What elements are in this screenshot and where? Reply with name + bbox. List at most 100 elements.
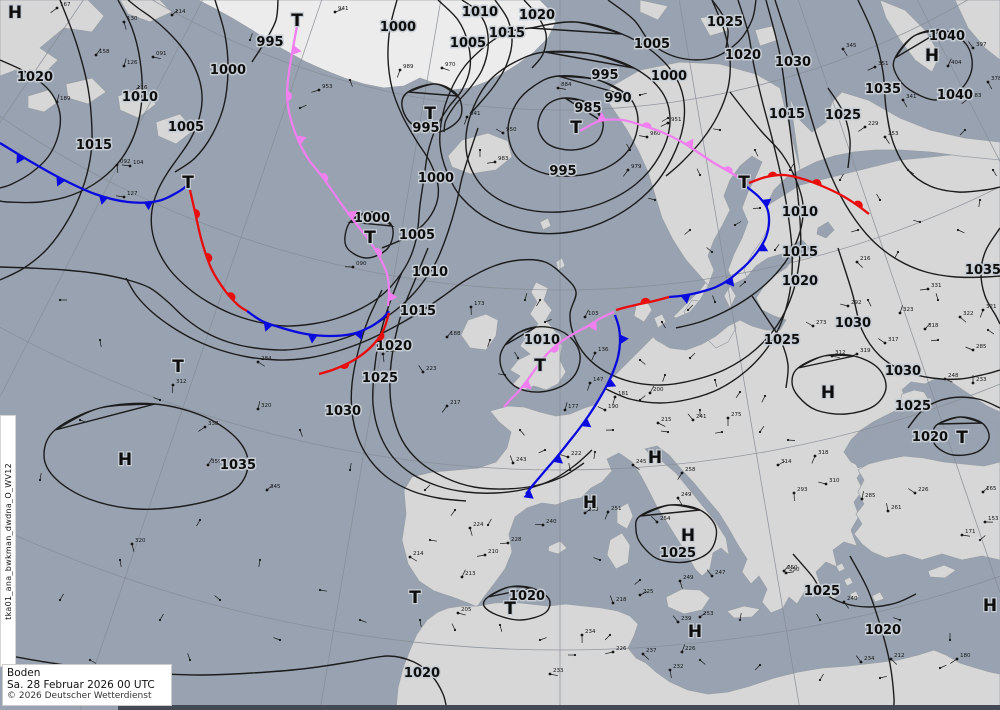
isobar-line (892, 28, 973, 101)
wind-barb (446, 330, 453, 338)
station-value: 243 (516, 457, 527, 463)
wind-barb (661, 321, 666, 329)
wind-barb (89, 659, 97, 664)
station-value: 404 (951, 60, 962, 66)
chart-type-label: Boden (7, 666, 41, 679)
wind-barb (207, 457, 213, 466)
wind-barb (842, 48, 848, 56)
chart-id-label: tka01_ana_bwkman_dwdna_O_WV12 (0, 415, 16, 667)
occluded-front-line (579, 118, 748, 184)
wind-barb (651, 516, 658, 523)
isobar-line (907, 396, 1000, 429)
station-value: 273 (816, 320, 827, 326)
low-centre-letter: T (291, 11, 303, 31)
wind-barb (957, 229, 965, 234)
wind-barb (657, 422, 666, 427)
wind-barb (424, 484, 431, 491)
isobar-label: 1000 (210, 63, 246, 78)
cold-front (523, 314, 629, 499)
wind-barb (632, 464, 640, 470)
cold-front-triangle (263, 321, 274, 332)
wind-barb (754, 664, 761, 671)
wind-barb (487, 518, 492, 526)
wind-barb (634, 579, 641, 585)
isobar-line (857, 0, 1000, 193)
pressure-centres: H H H H H H H H H T T T T T T T T T T T (7, 2, 999, 644)
isobar-label: 1010 (122, 90, 158, 105)
cold-front (0, 142, 189, 211)
station-value: 383 (971, 93, 982, 99)
wind-barb (593, 557, 601, 561)
land-canada-isle-5 (119, 0, 173, 23)
chart-datetime-label: Sa. 28 Februar 2026 00 UTC (7, 679, 155, 692)
wind-barb (461, 569, 466, 578)
station-value: 234 (864, 656, 875, 662)
station-value: 103 (588, 311, 599, 317)
cold-front-triangle (98, 194, 109, 205)
cold-front-triangle (291, 45, 302, 55)
wind-barb (597, 406, 606, 411)
high-centre-letter: H (821, 383, 835, 403)
wind-barb (684, 229, 691, 235)
wind-barb (839, 173, 844, 181)
station-value: 251 (611, 506, 622, 512)
wind-barb (299, 429, 303, 437)
wind-barb (457, 612, 466, 616)
station-value: 210 (488, 549, 499, 555)
wind-barb (689, 352, 696, 359)
high-centre-letter: H (118, 450, 132, 470)
station-value: 951 (671, 117, 682, 123)
station-value: 104 (133, 160, 144, 166)
wind-barb (968, 41, 974, 49)
cold-front-line (668, 186, 771, 299)
station-value: 217 (450, 400, 461, 406)
isobar-line (482, 585, 551, 621)
isobar-label: 1025 (764, 333, 800, 348)
wind-barb (196, 519, 201, 527)
isobar-line (0, 0, 143, 204)
wind-barb (713, 128, 721, 131)
station-value: 323 (903, 307, 914, 313)
wind-barb (299, 104, 307, 109)
low-centre-letter: T (172, 357, 184, 377)
wind-barb (831, 355, 840, 359)
wind-barb (931, 339, 939, 342)
wind-barb (159, 613, 164, 621)
isobar-label: 1020 (376, 339, 412, 354)
wind-barb (95, 48, 102, 56)
wind-barb (604, 511, 609, 520)
isobar-line (827, 87, 851, 169)
wind-barb (612, 396, 616, 405)
wind-barb (349, 79, 353, 87)
land-svalbard-3 (754, 25, 779, 47)
wind-barb (487, 339, 491, 347)
warm-front-semicircle (194, 209, 201, 219)
wind-barb (382, 353, 385, 362)
high-centre-letter: H (688, 622, 702, 642)
station-value: 212 (894, 653, 905, 659)
isobar-label: 1020 (865, 623, 901, 638)
wind-barb (495, 128, 504, 134)
warm-front-line (615, 295, 670, 312)
station-value: 960 (650, 131, 661, 137)
wind-barb (908, 488, 916, 494)
station-value: 345 (846, 43, 857, 49)
wind-barb (805, 321, 814, 327)
occluded-front (285, 25, 398, 307)
station-value: 310 (829, 478, 840, 484)
wind-barb (334, 9, 343, 13)
wind-barb (959, 316, 967, 323)
wind-barb (56, 94, 60, 103)
station-dots (38, 33, 997, 682)
land-greenland (197, 0, 557, 91)
cold-front-line (525, 314, 622, 495)
wind-barb (735, 391, 741, 398)
warm-front-semicircle (811, 179, 822, 186)
wind-barb (349, 463, 352, 471)
wind-barb (187, 653, 191, 661)
station-value: 233 (553, 668, 564, 674)
station-value: 950 (506, 127, 517, 133)
land-canada-isle-1 (65, 77, 107, 105)
wind-barb (39, 473, 42, 481)
